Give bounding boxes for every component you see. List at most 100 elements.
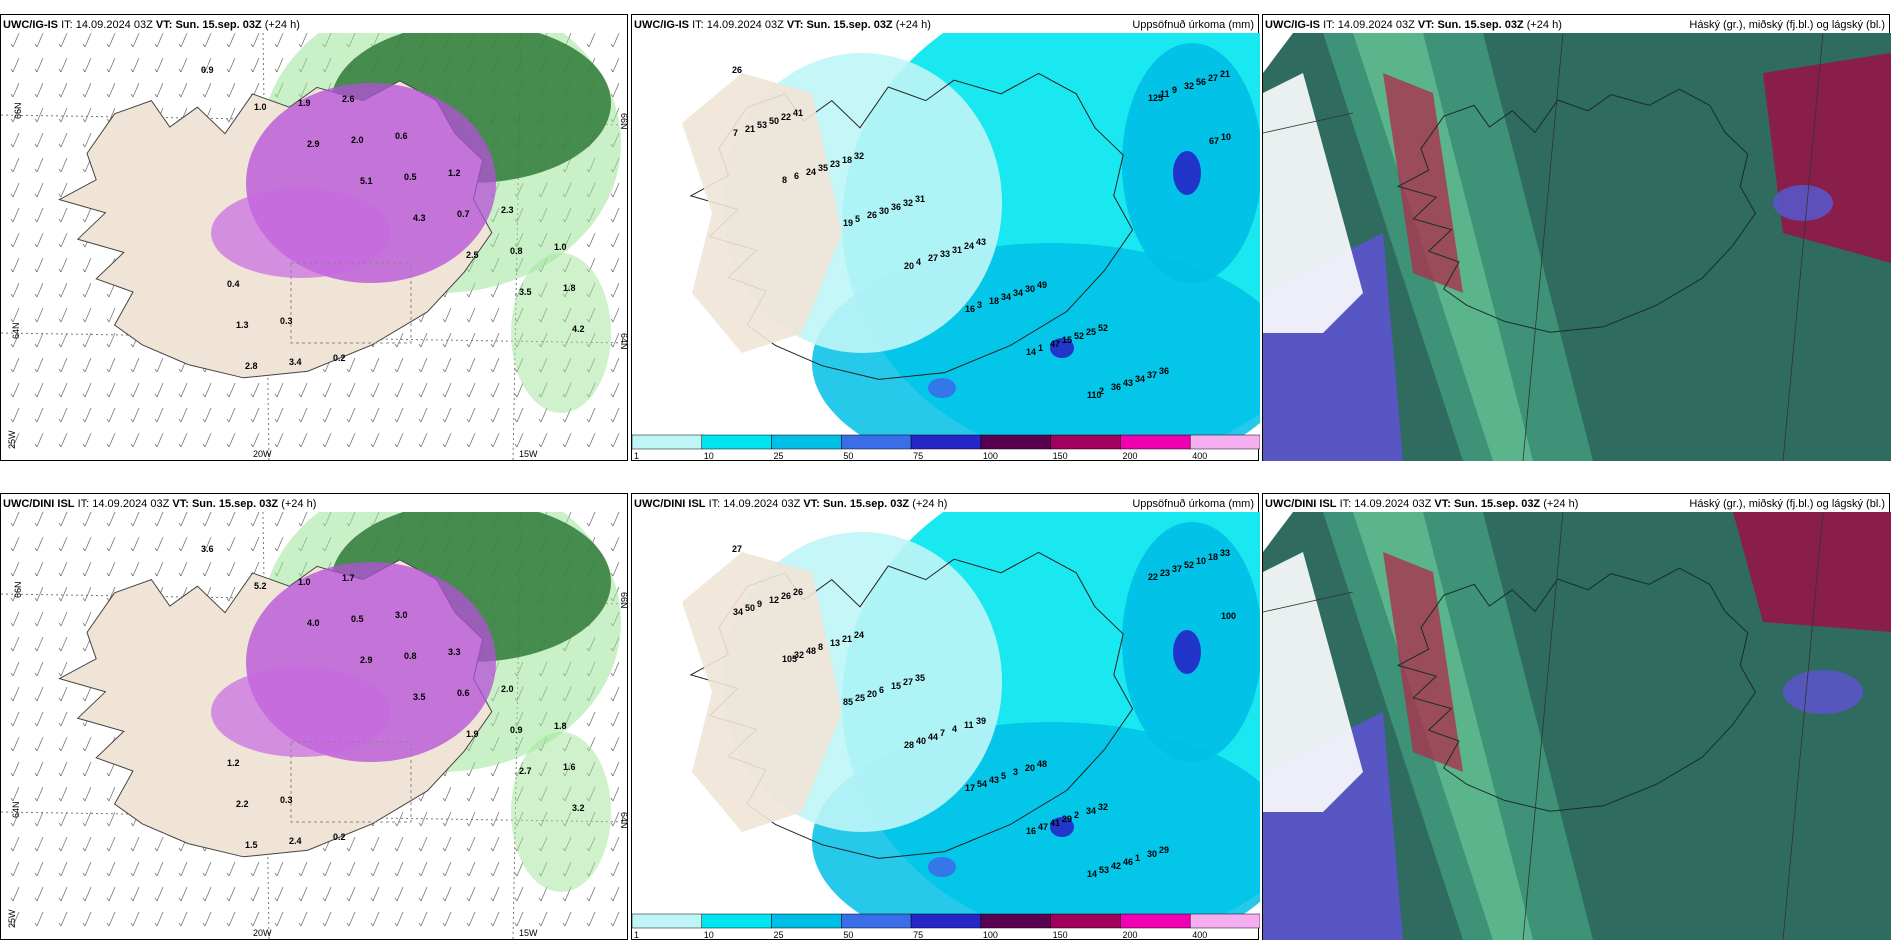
lat-label-66n-right: 66N <box>619 592 629 609</box>
wind-value: 0.2 <box>333 353 346 363</box>
wind-barb <box>106 357 116 373</box>
wind-barb <box>610 182 620 198</box>
wind-value: 0.9 <box>201 65 214 75</box>
precip-value: 27 <box>1208 73 1218 83</box>
wind-value: 2.9 <box>307 139 320 149</box>
wind-barb <box>154 82 164 98</box>
clear-sky <box>1263 73 1363 333</box>
wind-barb <box>298 512 308 527</box>
wind-barb <box>34 232 44 248</box>
clear-sky <box>1263 512 1293 552</box>
wind-barb <box>250 861 260 877</box>
wind-barb <box>178 536 188 552</box>
wind-barb <box>490 282 500 298</box>
lat-label-64n: 64N <box>11 801 21 818</box>
wind-value: 2.4 <box>289 836 302 846</box>
precip-value: 18 <box>1208 552 1218 562</box>
precip-value: 22 <box>1148 572 1158 582</box>
precip-value: 36 <box>891 202 901 212</box>
wind-barb <box>34 611 44 627</box>
colorbar-segment <box>632 434 703 450</box>
wind-barb <box>82 282 92 298</box>
wind-barb <box>250 911 260 927</box>
wind-barb <box>58 836 68 852</box>
colorbar-tick: 100 <box>983 451 998 460</box>
wind-value: 1.2 <box>227 758 240 768</box>
wind-barb <box>10 132 20 148</box>
wind-barb <box>466 382 476 398</box>
wind-value: 0.4 <box>227 279 240 289</box>
wind-value: 3.5 <box>413 692 426 702</box>
wind-barb <box>58 811 68 827</box>
panel-header: UWC/IG-IS IT: 14.09.2024 03Z VT: Sun. 15… <box>3 17 623 33</box>
colorbar-tick: 100 <box>983 930 998 939</box>
precip-value: 2 <box>1099 386 1104 396</box>
wind-value: 2.8 <box>245 361 258 371</box>
wind-barb <box>58 536 68 552</box>
wind-barb <box>586 911 596 927</box>
wind-barb <box>82 307 92 323</box>
wind-barb <box>10 282 20 298</box>
lead-time: (+24 h) <box>1543 498 1579 510</box>
it-value: 14.09.2024 03Z <box>1337 19 1415 31</box>
wind-barb <box>34 307 44 323</box>
wind-barb <box>106 82 116 98</box>
colorbar-segment <box>771 913 842 929</box>
colorbar-tick: 200 <box>1122 451 1137 460</box>
precip-value: 32 <box>794 650 804 660</box>
wind-barb <box>418 811 428 827</box>
wind-barb <box>226 107 236 123</box>
wind-barb <box>610 711 620 727</box>
wind-barb <box>394 432 404 448</box>
wind-barb <box>106 432 116 448</box>
precip-value: 9 <box>1172 85 1177 95</box>
clear-sky <box>1263 552 1363 812</box>
it-value: 14.09.2024 03Z <box>92 498 170 510</box>
colorbar-segment <box>980 913 1051 929</box>
colorbar-segment <box>1120 434 1191 450</box>
precip-map: 2641323143495236212218322430253727502336… <box>632 33 1260 436</box>
wind-barb <box>466 307 476 323</box>
wind-barb <box>34 711 44 727</box>
wind-barb <box>10 357 20 373</box>
wind-barb <box>418 911 428 927</box>
wind-barb <box>538 886 548 902</box>
wind-barb <box>586 407 596 423</box>
wind-barb <box>82 432 92 448</box>
wind-value: 5.2 <box>254 581 267 591</box>
wind-value: 2.7 <box>519 766 532 776</box>
colorbar-segment <box>841 434 912 450</box>
wind-value: 1.8 <box>563 283 576 293</box>
wind-barb <box>442 811 452 827</box>
precip-value: 8 <box>818 642 823 652</box>
wind-barb <box>154 512 164 527</box>
colorbar-tick: 400 <box>1192 930 1207 939</box>
wind-barb <box>442 786 452 802</box>
wind-barb <box>370 886 380 902</box>
colorbar-segment <box>910 434 982 450</box>
colorbar-tick: 1 <box>634 930 639 939</box>
wind-barb <box>610 686 620 702</box>
precip-value: 11 <box>1160 89 1170 99</box>
wind-barb <box>226 432 236 448</box>
wind-barb <box>274 861 284 877</box>
precip-value: 9 <box>757 599 762 609</box>
precip-value: 26 <box>867 210 877 220</box>
lat-label-66n: 66N <box>13 102 23 119</box>
wind-barb <box>226 886 236 902</box>
wind-value: 1.0 <box>298 577 311 587</box>
wind-value: 2.6 <box>342 94 355 104</box>
wind-barb <box>10 636 20 652</box>
wind-barb <box>514 911 524 927</box>
wind-barb <box>58 157 68 173</box>
wind-barb <box>346 911 356 927</box>
wind-barb <box>34 761 44 777</box>
precip-value: 16 <box>965 304 975 314</box>
colorbar-tick: 50 <box>843 930 853 939</box>
wind-barb <box>10 611 20 627</box>
wind-barb <box>442 911 452 927</box>
precip-value: 21 <box>842 634 852 644</box>
lat-label-66n: 66N <box>13 581 23 598</box>
precip-value: 50 <box>745 603 755 613</box>
lead-time: (+24 h) <box>264 19 300 31</box>
